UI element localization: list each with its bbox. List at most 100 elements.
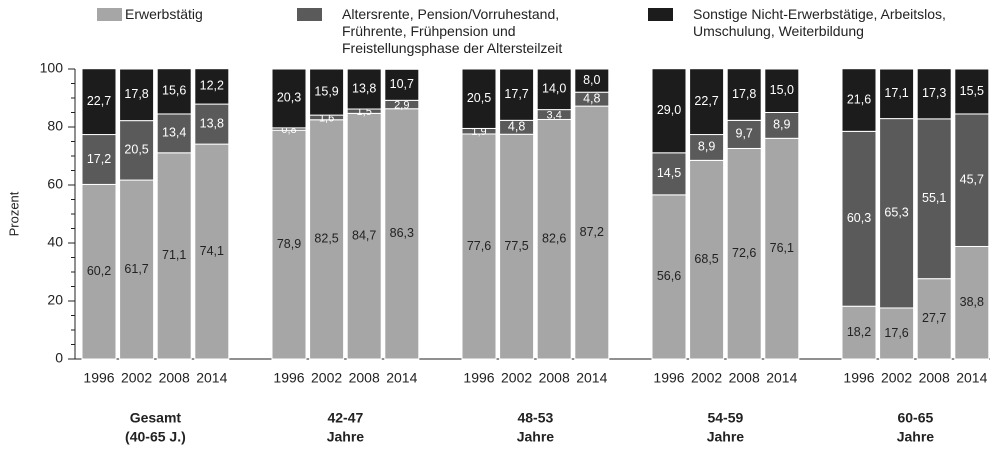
- bar-segment: [271, 129, 307, 360]
- value-label: 17,2: [87, 152, 111, 166]
- x-tick-label: 2008: [919, 370, 950, 386]
- x-tick-label: 2008: [159, 370, 190, 386]
- value-label: 82,6: [542, 232, 566, 246]
- value-label: 38,8: [960, 295, 984, 309]
- value-label: 13,8: [200, 116, 224, 130]
- group-label: 48-53: [517, 410, 553, 426]
- value-label: 14,0: [542, 82, 566, 96]
- group-label: 60-65: [897, 410, 933, 426]
- x-tick-label: 2002: [501, 370, 532, 386]
- legend-label: Erwerbstätig: [125, 6, 203, 22]
- bar-segment: [726, 119, 762, 149]
- bar-segment: [194, 143, 230, 360]
- bar-segment: [651, 152, 687, 196]
- value-label: 77,5: [504, 239, 528, 253]
- bar-segment: [841, 305, 877, 360]
- value-label: 45,7: [960, 173, 984, 187]
- group-label: 42-47: [327, 410, 363, 426]
- value-label: 10,7: [390, 77, 414, 91]
- value-label: 17,1: [884, 86, 908, 100]
- bar-segment: [536, 118, 572, 360]
- value-label: 71,1: [162, 248, 186, 262]
- legend-swatch: [97, 8, 122, 21]
- bar-segment: [879, 118, 915, 309]
- value-label: 4,8: [583, 91, 600, 105]
- value-label: 15,5: [960, 84, 984, 98]
- bar-segment: [156, 68, 192, 115]
- x-tick-label: 2002: [311, 370, 342, 386]
- bar-segment: [916, 68, 952, 120]
- bar-segment: [309, 68, 345, 116]
- value-label: 20,5: [124, 143, 148, 157]
- bar-segment: [309, 119, 345, 360]
- bar-segment: [841, 68, 877, 132]
- bar-segment: [119, 68, 155, 122]
- bar-segment: [689, 159, 725, 360]
- value-label: 87,2: [580, 225, 604, 239]
- bar-segment: [574, 68, 610, 93]
- bar-segment: [689, 68, 725, 136]
- bar-segment: [764, 68, 800, 113]
- value-label: 3,4: [547, 109, 562, 121]
- bar-segment: [81, 134, 117, 185]
- bar-segment: [879, 307, 915, 360]
- x-tick-label: 1996: [273, 370, 304, 386]
- value-label: 27,7: [922, 311, 946, 325]
- x-tick-label: 2002: [881, 370, 912, 386]
- legend-swatch: [297, 8, 322, 21]
- group-label: Jahre: [327, 429, 365, 445]
- x-tick-label: 1996: [843, 370, 874, 386]
- bar-segment: [879, 68, 915, 120]
- bar-segment: [574, 105, 610, 360]
- bar-segment: [384, 108, 420, 360]
- bar-segment: [651, 194, 687, 360]
- group-label: 54-59: [707, 410, 743, 426]
- value-label: 65,3: [884, 206, 908, 220]
- bar-segment: [764, 112, 800, 139]
- group-label: Jahre: [897, 429, 935, 445]
- value-label: 22,7: [694, 94, 718, 108]
- bar-segment: [194, 68, 230, 105]
- x-tick-label: 2014: [196, 370, 227, 386]
- value-label: 82,5: [314, 232, 338, 246]
- x-tick-label: 2008: [539, 370, 570, 386]
- value-label: 29,0: [657, 103, 681, 117]
- bar-segment: [119, 120, 155, 181]
- x-tick-label: 2008: [729, 370, 760, 386]
- group-label: Jahre: [707, 429, 745, 445]
- bar-segment: [726, 68, 762, 121]
- value-label: 8,9: [698, 140, 715, 154]
- y-tick-label: 80: [47, 118, 63, 134]
- bar-segment: [916, 118, 952, 280]
- x-tick-label: 2014: [766, 370, 797, 386]
- value-label: 17,7: [504, 87, 528, 101]
- group-label: Gesamt: [130, 410, 182, 426]
- bar-segment: [156, 152, 192, 360]
- x-tick-label: 2002: [691, 370, 722, 386]
- bar-segment: [271, 68, 307, 129]
- value-label: 60,2: [87, 264, 111, 278]
- y-tick-label: 40: [47, 234, 63, 250]
- value-label: 20,5: [467, 91, 491, 105]
- bar-segment: [689, 134, 725, 161]
- y-tick-label: 100: [40, 60, 64, 76]
- x-tick-label: 2014: [576, 370, 607, 386]
- x-tick-label: 2008: [349, 370, 380, 386]
- bar-segment: [954, 68, 990, 115]
- legend-swatch: [648, 8, 673, 21]
- value-label: 84,7: [352, 228, 376, 242]
- value-label: 86,3: [390, 226, 414, 240]
- value-label: 15,9: [314, 84, 338, 98]
- bar-segment: [461, 68, 497, 129]
- value-label: 18,2: [847, 325, 871, 339]
- value-label: 17,8: [732, 87, 756, 101]
- value-label: 15,0: [770, 83, 794, 97]
- bar-segment: [461, 133, 497, 360]
- value-label: 12,2: [200, 79, 224, 93]
- value-label: 76,1: [770, 241, 794, 255]
- value-label: 17,3: [922, 86, 946, 100]
- x-tick-label: 2014: [956, 370, 987, 386]
- y-tick-label: 20: [47, 292, 63, 308]
